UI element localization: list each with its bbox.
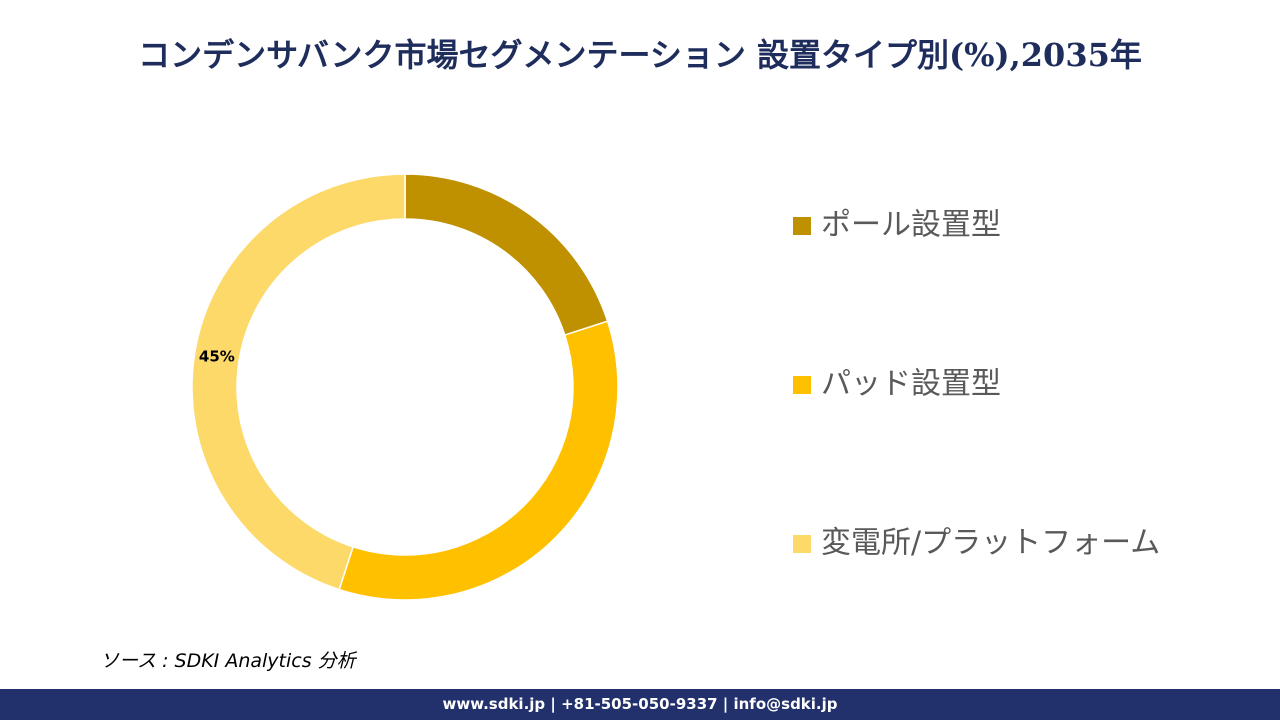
footer: www.sdki.jp | +81-505-050-9337 | info@sd… xyxy=(0,689,1280,720)
legend-swatch xyxy=(793,376,811,394)
legend-swatch xyxy=(793,217,811,235)
donut-segment xyxy=(404,173,609,337)
legend-label: ポール設置型 xyxy=(821,208,1001,243)
donut-segment xyxy=(191,173,406,591)
legend-label: パッド設置型 xyxy=(821,367,1001,402)
legend-label: 変電所/プラットフォーム xyxy=(821,526,1160,561)
source: ソース : SDKI Analytics 分析 xyxy=(100,650,356,672)
donut-segment xyxy=(338,320,619,601)
data-label: 45% xyxy=(199,348,235,366)
chart-title: コンデンサバンク市場セグメンテーション 設置タイプ別(%),2035年 xyxy=(138,36,1142,74)
legend-swatch xyxy=(793,535,811,553)
